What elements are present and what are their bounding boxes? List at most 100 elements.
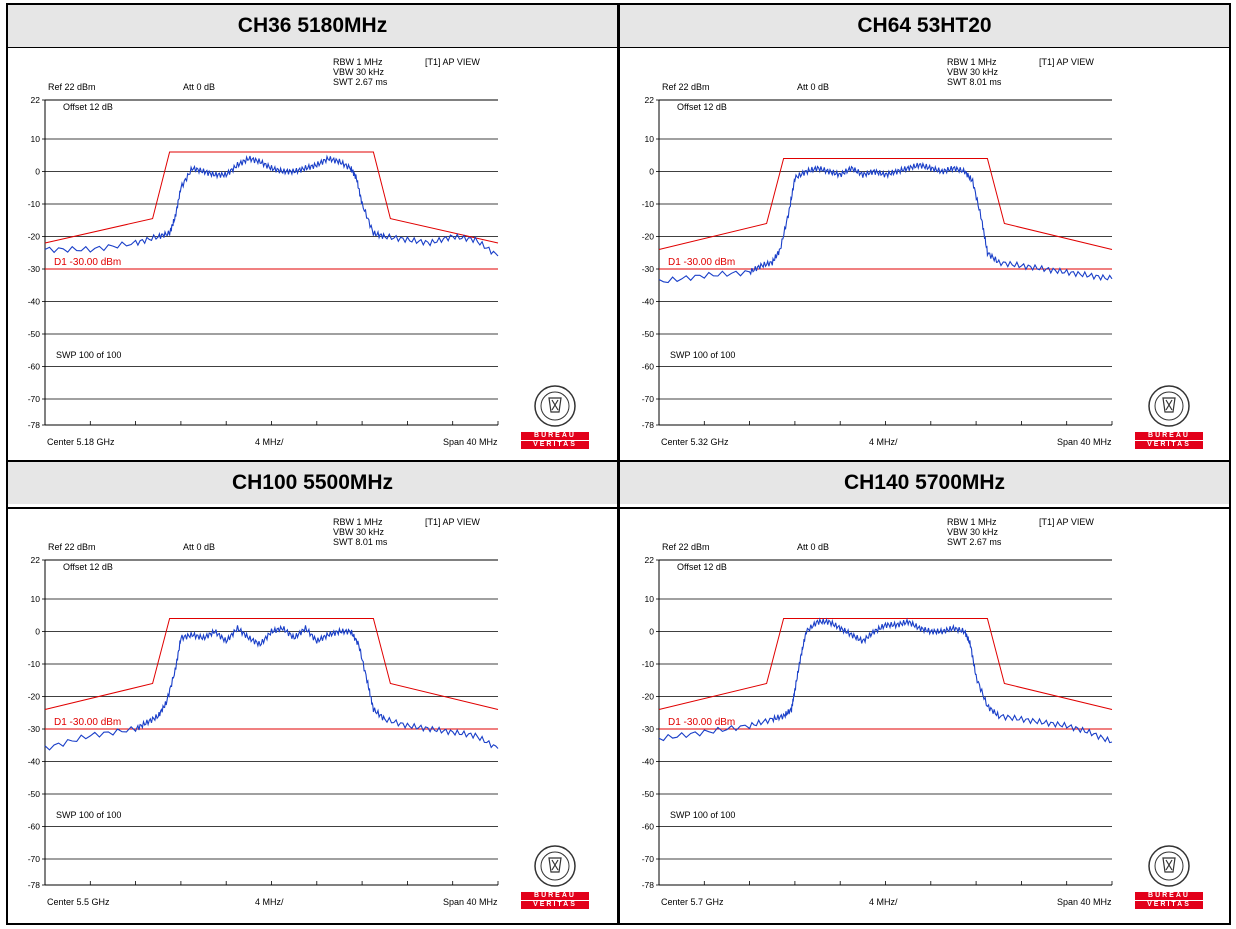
sweep-count-label: SWP 100 of 100: [56, 810, 122, 820]
rbw-label: RBW 1 MHz: [333, 57, 383, 67]
y-tick-label: 10: [645, 594, 655, 604]
attenuation-label: Att 0 dB: [183, 542, 216, 552]
y-tick-label: 22: [645, 95, 655, 105]
header-divider-bottom: [6, 507, 1231, 509]
span-per-div-label: 4 MHz/: [869, 437, 898, 447]
center-frequency-label: Center 5.18 GHz: [47, 437, 115, 447]
rbw-label: RBW 1 MHz: [947, 517, 997, 527]
y-tick-label: 10: [645, 134, 655, 144]
trace-line: [44, 154, 499, 257]
column-divider: [617, 3, 620, 925]
ref-level-label: Ref 22 dBm: [48, 542, 96, 552]
offset-label: Offset 12 dB: [677, 562, 727, 572]
trace-line: [658, 161, 1113, 284]
offset-label: Offset 12 dB: [677, 102, 727, 112]
y-tick-label: -50: [28, 789, 41, 799]
header-divider-top: [6, 46, 1231, 48]
span-label: Span 40 MHz: [443, 897, 498, 907]
bureau-veritas-logo: BUREAU VERITAS: [1135, 842, 1203, 912]
bureau-veritas-logo: BUREAU VERITAS: [521, 382, 589, 452]
y-tick-label: -30: [642, 724, 655, 734]
spectrum-plot: 22 10 0 -10 -20 -30 -40 -50 -60 -70 -78: [28, 95, 499, 430]
ref-level-label: Ref 22 dBm: [662, 82, 710, 92]
y-tick-label: -20: [28, 692, 41, 702]
center-frequency-label: Center 5.5 GHz: [47, 897, 110, 907]
spectrum-panel-ch64: 22 10 0 -10 -20 -30 -40 -50 -60 -70 -78 RBW 1 MHz VB…: [632, 52, 1222, 452]
y-tick-label: -40: [28, 757, 41, 767]
offset-label: Offset 12 dB: [63, 562, 113, 572]
limit-mask-line: [658, 158, 1113, 250]
swt-label: SWT 2.67 ms: [947, 537, 1002, 547]
attenuation-label: Att 0 dB: [183, 82, 216, 92]
y-tick-label: 10: [31, 594, 41, 604]
display-line-label: D1 -30.00 dBm: [54, 257, 122, 268]
panel-header-ch64: CH64 53HT20: [620, 5, 1229, 47]
display-line-label: D1 -30.00 dBm: [668, 257, 736, 268]
spectrum-plot: 22 10 0 -10 -20 -30 -40 -50 -60 -70 -78: [642, 95, 1113, 430]
spectrum-plot: 22 10 0 -10 -20 -30 -40 -50 -60 -70 -78: [28, 555, 499, 890]
y-tick-label: -40: [642, 297, 655, 307]
attenuation-label: Att 0 dB: [797, 82, 830, 92]
bureau-veritas-logo: BUREAU VERITAS: [1135, 382, 1203, 452]
y-tick-label: 22: [31, 555, 41, 565]
y-tick-label: -50: [28, 329, 41, 339]
rbw-label: RBW 1 MHz: [333, 517, 383, 527]
y-tick-label: 0: [35, 167, 40, 177]
limit-mask-line: [44, 151, 499, 244]
y-tick-label: -70: [642, 394, 655, 404]
display-line-label: D1 -30.00 dBm: [668, 717, 736, 728]
sweep-count-label: SWP 100 of 100: [56, 350, 122, 360]
y-tick-label: -30: [28, 724, 41, 734]
y-tick-label: -70: [28, 854, 41, 864]
y-tick-label: 22: [31, 95, 41, 105]
y-tick-label: 22: [645, 555, 655, 565]
y-tick-label: 0: [649, 167, 654, 177]
y-tick-label: -10: [642, 659, 655, 669]
vbw-label: VBW 30 kHz: [947, 67, 999, 77]
spectrum-plot: 22 10 0 -10 -20 -30 -40 -50 -60 -70 -78: [642, 555, 1113, 890]
display-line-label: D1 -30.00 dBm: [54, 717, 122, 728]
y-tick-label: -10: [642, 199, 655, 209]
vbw-label: VBW 30 kHz: [333, 67, 385, 77]
attenuation-label: Att 0 dB: [797, 542, 830, 552]
span-label: Span 40 MHz: [443, 437, 498, 447]
y-tick-label: -40: [642, 757, 655, 767]
view-label: [T1] AP VIEW: [425, 57, 480, 67]
y-tick-label: -10: [28, 199, 41, 209]
limit-mask-line: [658, 618, 1113, 710]
panel-header-ch36: CH36 5180MHz: [8, 5, 617, 47]
sweep-count-label: SWP 100 of 100: [670, 810, 736, 820]
vbw-label: VBW 30 kHz: [947, 527, 999, 537]
view-label: [T1] AP VIEW: [1039, 517, 1094, 527]
view-label: [T1] AP VIEW: [1039, 57, 1094, 67]
panel-header-ch140: CH140 5700MHz: [620, 462, 1229, 504]
swt-label: SWT 8.01 ms: [947, 77, 1002, 87]
row-divider: [6, 460, 1231, 462]
bureau-veritas-logo: BUREAU VERITAS: [521, 842, 589, 912]
y-tick-label: 0: [649, 627, 654, 637]
offset-label: Offset 12 dB: [63, 102, 113, 112]
y-tick-label: -20: [28, 232, 41, 242]
y-tick-label: -50: [642, 329, 655, 339]
spectrum-panel-ch100: 22 10 0 -10 -20 -30 -40 -50 -60 -70 -78 RBW 1 MHz VB…: [18, 512, 608, 912]
y-tick-label: -60: [642, 362, 655, 372]
y-tick-label: 0: [35, 627, 40, 637]
vbw-label: VBW 30 kHz: [333, 527, 385, 537]
spectrum-panel-ch36: 22 10 0 -10 -20 -30 -40 -50 -60 -70 -78 RBW 1 MHz VB…: [18, 52, 608, 452]
span-per-div-label: 4 MHz/: [869, 897, 898, 907]
y-tick-label: -60: [28, 362, 41, 372]
view-label: [T1] AP VIEW: [425, 517, 480, 527]
y-tick-label: -10: [28, 659, 41, 669]
rbw-label: RBW 1 MHz: [947, 57, 997, 67]
y-tick-label: -40: [28, 297, 41, 307]
span-label: Span 40 MHz: [1057, 437, 1112, 447]
swt-label: SWT 8.01 ms: [333, 537, 388, 547]
trace-line: [658, 617, 1113, 744]
y-tick-label: -78: [28, 420, 41, 430]
spectrum-panel-ch140: 22 10 0 -10 -20 -30 -40 -50 -60 -70 -78 RBW 1 MHz VB…: [632, 512, 1222, 912]
limit-mask-line: [44, 618, 499, 710]
span-per-div-label: 4 MHz/: [255, 437, 284, 447]
center-frequency-label: Center 5.7 GHz: [661, 897, 724, 907]
center-frequency-label: Center 5.32 GHz: [661, 437, 729, 447]
